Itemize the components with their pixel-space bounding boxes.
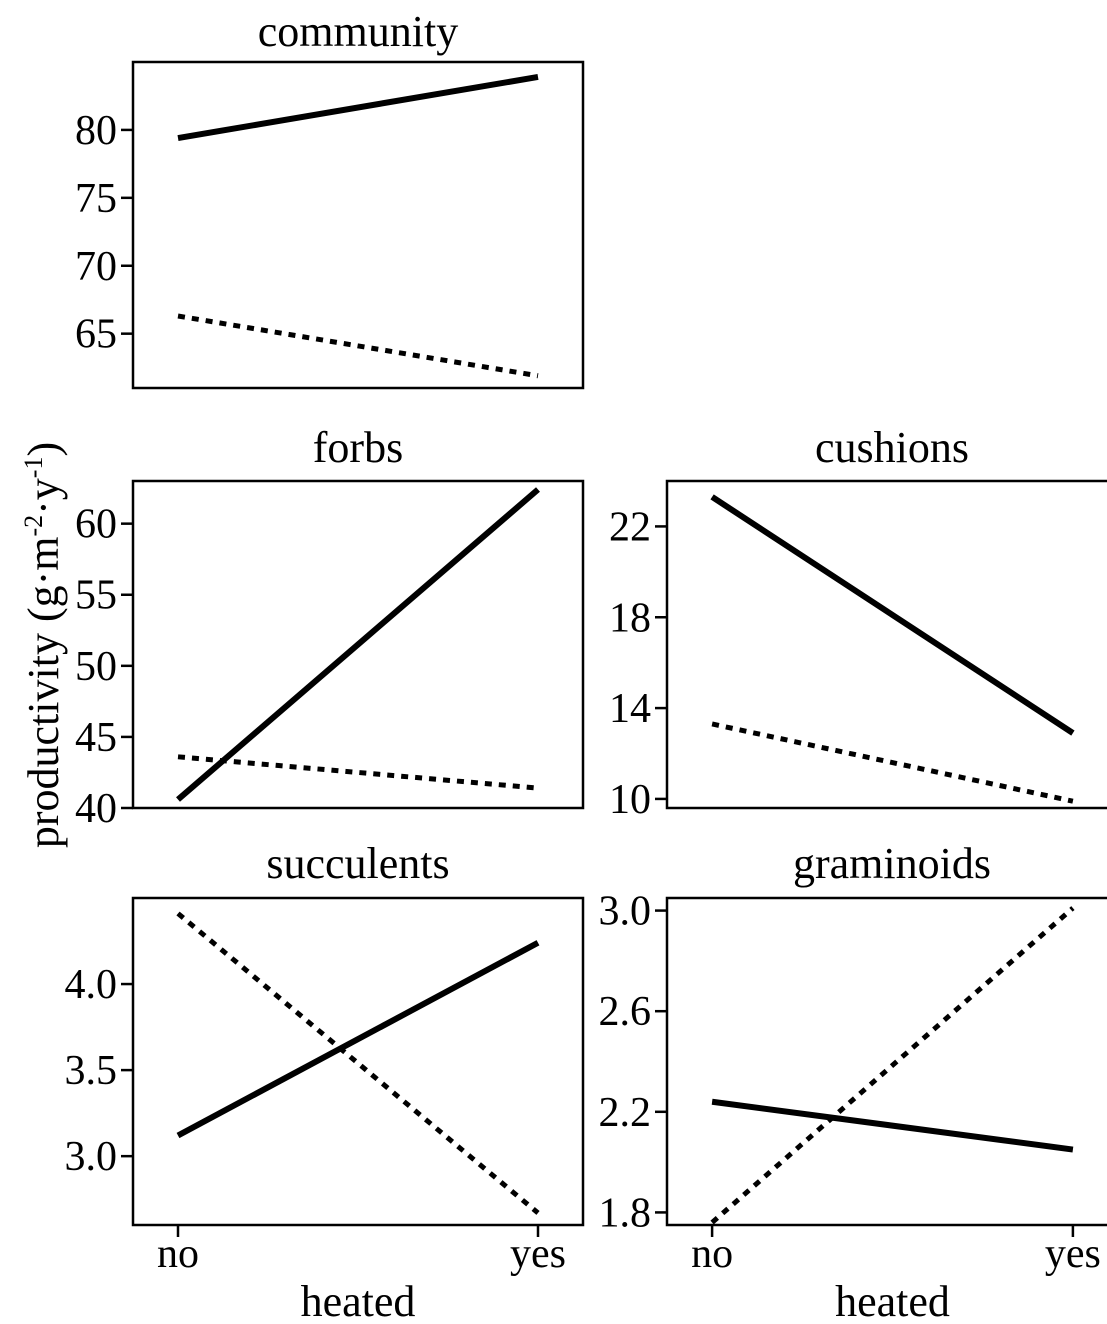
x-tick-label: yes [1045, 1231, 1101, 1277]
panel-frame [131, 896, 585, 1227]
panel-title: cushions [815, 423, 969, 472]
y-axis-label: productivity (g·m-2·y-1) [19, 442, 68, 848]
y-tick-label: 75 [75, 176, 117, 222]
panel-title: graminoids [793, 839, 991, 888]
panel-community: community 65 70 75 80 [75, 7, 585, 390]
panel-cushions: cushions 10 14 18 22 [609, 423, 1107, 823]
y-tick-label: 3.0 [599, 889, 652, 935]
panel-title: community [258, 7, 458, 56]
panel-forbs: forbs 40 45 50 55 60 [75, 423, 585, 832]
y-tick-label: 4.0 [65, 962, 118, 1008]
y-tick-label: 40 [75, 786, 117, 832]
y-tick-label: 55 [75, 573, 117, 619]
series-line-dotted [176, 911, 540, 1215]
y-tick-label: 10 [609, 777, 651, 823]
y-tick-label: 70 [75, 244, 117, 290]
y-axis-label-part: ·y [19, 478, 68, 515]
y-axis-label-part: productivity (g·m [19, 537, 68, 849]
y-tick-label: 65 [75, 312, 117, 358]
y-tick-label: 60 [75, 502, 117, 548]
y-tick-label: 22 [609, 504, 651, 550]
y-axis-label-superscript: -1 [19, 457, 48, 479]
panel-title: succulents [266, 839, 449, 888]
y-tick-label: 3.0 [65, 1134, 118, 1180]
series-line-dotted [710, 906, 1075, 1225]
y-tick-label: 18 [609, 595, 651, 641]
y-tick-label: 80 [75, 108, 117, 154]
x-tick-label: no [157, 1231, 199, 1277]
y-tick-label: 2.2 [599, 1090, 652, 1136]
y-axis-label-part: ) [19, 442, 68, 457]
x-tick-label: yes [510, 1231, 566, 1277]
panel-frame [131, 479, 585, 810]
x-tick-label: no [691, 1231, 733, 1277]
panel-frame [131, 60, 585, 390]
series-line-solid [177, 73, 539, 142]
y-tick-label: 2.6 [599, 989, 652, 1035]
y-tick-label: 45 [75, 715, 117, 761]
y-tick-label: 50 [75, 644, 117, 690]
panel-title: forbs [313, 423, 403, 472]
y-tick-label: 3.5 [65, 1048, 118, 1094]
y-tick-label: 1.8 [599, 1190, 652, 1236]
x-axis-label: heated [835, 1277, 950, 1324]
y-tick-label: 14 [609, 686, 651, 732]
x-axis-label: heated [301, 1277, 416, 1324]
y-axis-label-superscript: -2 [19, 515, 48, 537]
panel-frame [665, 896, 1107, 1227]
series-line-dotted [177, 313, 539, 379]
series-line-dotted [711, 721, 1074, 804]
panel-frame [665, 479, 1107, 810]
series-line-solid [176, 940, 540, 1139]
series-line-solid [176, 487, 540, 802]
series-line-dotted [177, 754, 539, 791]
panel-graminoids: graminoids 1.8 2.2 2.6 3.0 no yes heated [599, 839, 1107, 1324]
series-line-solid [711, 1098, 1074, 1153]
panel-succulents: succulents 3.0 3.5 4.0 no yes heated [65, 839, 585, 1324]
series-line-solid [710, 494, 1075, 736]
